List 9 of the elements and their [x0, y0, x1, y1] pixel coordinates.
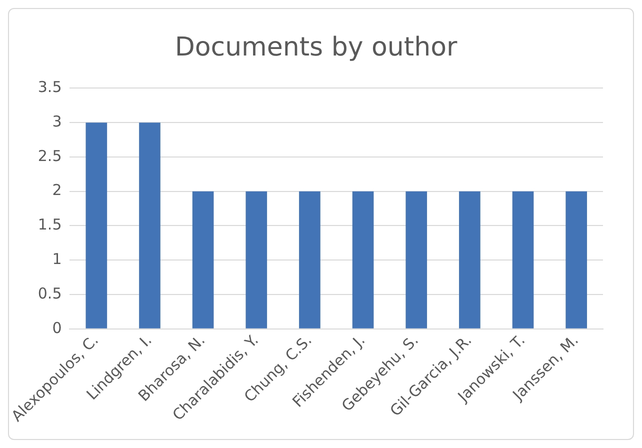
y-tick-label: 0.5	[38, 284, 62, 302]
y-tick-label: 0	[52, 318, 62, 337]
y-tick-label: 2	[52, 181, 62, 200]
y-tick-label: 1.5	[38, 216, 62, 234]
y-tick-label: 2.5	[38, 146, 62, 165]
y-tick-label: 3	[52, 112, 62, 130]
y-tick-label: 3.5	[38, 78, 62, 96]
chart-title: Documents by outhor	[174, 32, 458, 62]
y-tick-label: 1	[52, 250, 62, 268]
